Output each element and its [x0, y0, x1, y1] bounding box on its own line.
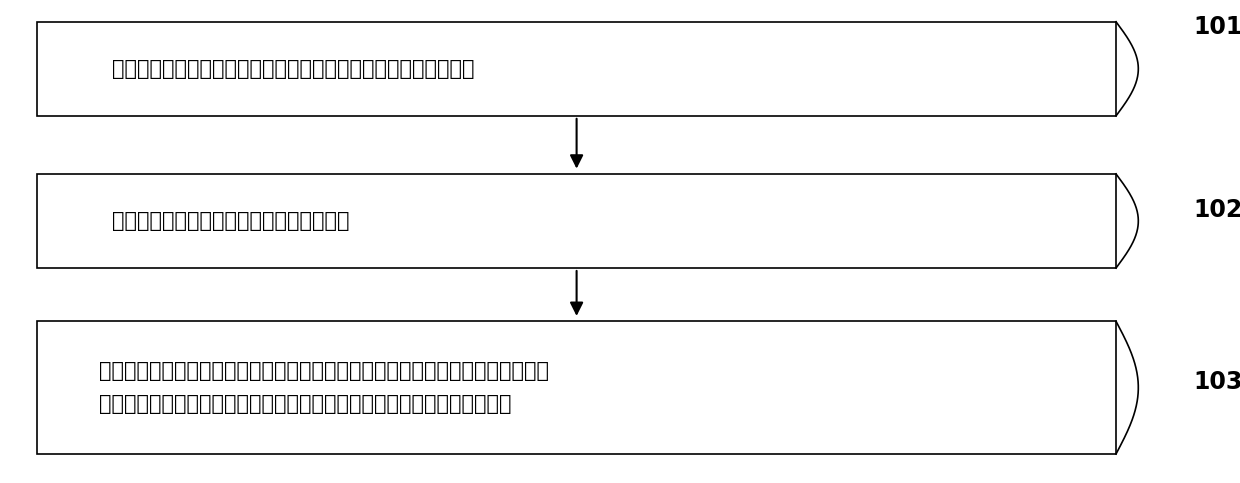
Bar	[37, 321, 1116, 454]
Text: 103: 103	[1193, 369, 1240, 394]
Bar	[37, 22, 1116, 116]
Text: 接收上高压电控制指令，将锂电池接入高压回路并给整车上高压电: 接收上高压电控制指令，将锂电池接入高压回路并给整车上高压电	[112, 59, 474, 79]
Text: 101: 101	[1193, 14, 1240, 39]
Text: 检测当前锂电池的电量以及燃料电池的状态: 检测当前锂电池的电量以及燃料电池的状态	[112, 211, 350, 231]
Bar	[37, 174, 1116, 268]
Text: 102: 102	[1193, 198, 1240, 222]
Text: 根据检测结果，在预设的电池状态与控制模式对应关系列表中查找对应的供电控制
方式，并且按照查找得到的供电控制方式对燃料电池和锂电池进行供电控制: 根据检测结果，在预设的电池状态与控制模式对应关系列表中查找对应的供电控制 方式，…	[99, 361, 549, 414]
